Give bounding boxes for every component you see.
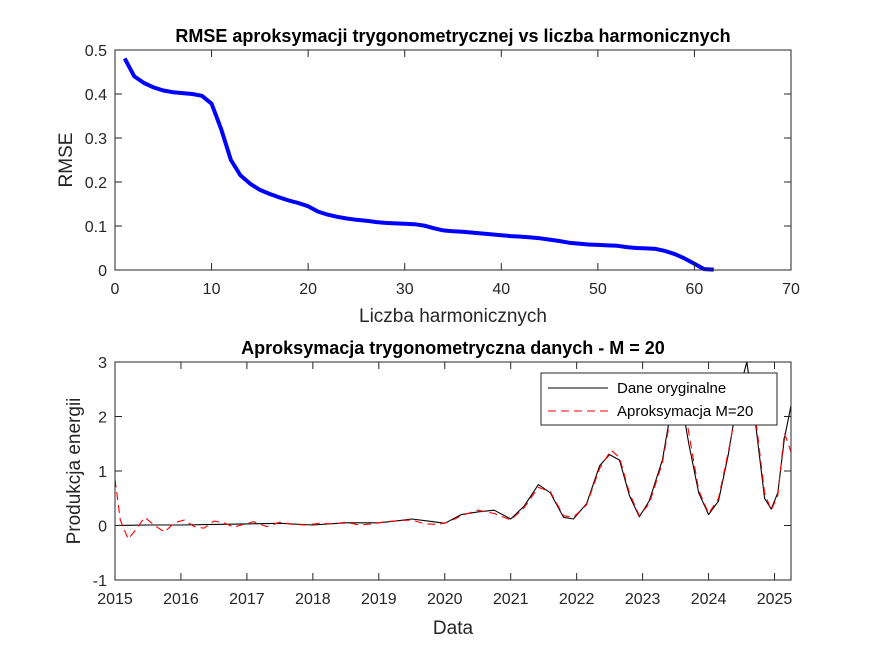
x-tick-label: 2019 [361, 591, 397, 608]
x-tick-label: 2021 [493, 591, 529, 608]
x-tick-label: 2024 [691, 591, 727, 608]
legend: Dane oryginalne Aproksymacja M=20 [540, 372, 778, 426]
x-tick-label: 30 [396, 281, 414, 298]
rmse-axes-box [114, 49, 792, 271]
y-tick-label: 0.3 [85, 131, 107, 148]
x-tick-label: 2023 [625, 591, 661, 608]
y-tick-label: -1 [93, 573, 107, 590]
legend-label-approx: Aproksymacja M=20 [617, 403, 753, 420]
x-tick-label: 2018 [295, 591, 331, 608]
y-tick-label: 0.2 [85, 175, 107, 192]
rmse-x-label: Liczba harmonicznych [359, 306, 547, 327]
legend-label-original: Dane oryginalne [617, 380, 726, 397]
rmse-y-ticks: 0 0.1 0.2 0.3 0.4 0.5 [85, 43, 791, 280]
x-tick-label: 2020 [427, 591, 463, 608]
x-tick-label: 2015 [97, 591, 133, 608]
rmse-series-line [122, 57, 714, 272]
legend-box [540, 372, 778, 426]
y-tick-label: 0.1 [85, 219, 107, 236]
y-tick-label: 1 [98, 464, 107, 481]
x-tick-label: 60 [686, 281, 704, 298]
x-tick-label: 2025 [757, 591, 793, 608]
rmse-plot-area [122, 57, 714, 272]
x-tick-label: 70 [782, 281, 800, 298]
x-tick-label: 2016 [163, 591, 199, 608]
x-tick-label: 2017 [229, 591, 265, 608]
approx-axes: Aproksymacja trygonometryczna danych - M… [64, 338, 792, 639]
approx-title: Aproksymacja trygonometryczna danych - M… [241, 338, 665, 358]
rmse-y-label: RMSE [56, 133, 77, 188]
y-tick-label: 0.5 [85, 43, 107, 60]
y-tick-label: 2 [98, 410, 107, 427]
y-tick-label: 0 [98, 519, 107, 536]
y-tick-label: 0 [98, 263, 107, 280]
approximation-line [115, 372, 791, 540]
approx-y-ticks: -1 0 1 2 3 [93, 355, 791, 590]
x-tick-label: 10 [203, 281, 221, 298]
x-tick-label: 20 [299, 281, 317, 298]
approx-x-label: Data [433, 618, 474, 639]
rmse-title: RMSE aproksymacji trygonometrycznej vs l… [175, 26, 730, 46]
y-tick-label: 3 [98, 355, 107, 372]
y-tick-label: 0.4 [85, 87, 107, 104]
rmse-axes: RMSE aproksymacji trygonometrycznej vs l… [56, 26, 800, 327]
x-tick-label: 0 [111, 281, 120, 298]
rmse-x-ticks: 0 10 20 30 40 50 60 70 [111, 50, 800, 298]
approx-x-ticks: 2015 2016 2017 2018 2019 2020 2021 2022 2023 2024… [97, 362, 792, 608]
approx-y-label: Produkcja energii [64, 398, 85, 545]
x-tick-label: 2022 [559, 591, 595, 608]
x-tick-label: 50 [589, 281, 607, 298]
x-tick-label: 40 [492, 281, 510, 298]
